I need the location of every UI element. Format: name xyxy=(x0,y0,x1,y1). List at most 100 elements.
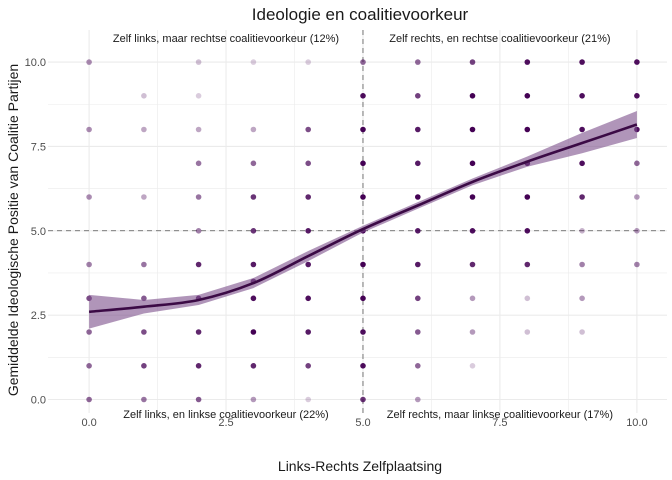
y-axis-label: Gemiddelde Ideologische Positie van Coal… xyxy=(5,64,21,396)
data-point xyxy=(250,261,257,268)
data-point xyxy=(579,329,585,335)
data-point xyxy=(415,295,421,302)
data-point xyxy=(250,194,257,200)
data-point xyxy=(415,329,421,335)
x-tick-label: 5.0 xyxy=(355,417,370,429)
data-point xyxy=(141,194,147,200)
x-tick-label: 7.5 xyxy=(492,417,507,429)
data-point xyxy=(250,329,257,335)
data-point xyxy=(195,160,202,167)
data-point xyxy=(634,194,640,200)
data-point xyxy=(195,329,202,335)
data-point xyxy=(634,93,640,99)
data-point xyxy=(195,194,202,200)
data-point xyxy=(360,126,366,133)
data-point xyxy=(360,59,366,65)
data-point xyxy=(141,329,147,335)
data-point xyxy=(415,261,421,268)
data-point xyxy=(469,160,476,167)
data-point xyxy=(305,363,312,369)
annotations: Zelf links, maar rechtse coalitievoorkeu… xyxy=(113,33,613,421)
data-point xyxy=(195,228,202,234)
data-point xyxy=(415,126,421,133)
data-point xyxy=(579,261,585,268)
y-tick-label: 7.5 xyxy=(31,141,46,153)
data-point xyxy=(634,59,640,65)
data-point xyxy=(86,396,92,403)
data-points xyxy=(86,59,640,403)
chart-title: Ideologie en coalitievoorkeur xyxy=(252,5,469,24)
x-tick-label: 2.5 xyxy=(218,417,233,429)
data-point xyxy=(524,295,531,302)
data-point xyxy=(360,93,366,99)
data-point xyxy=(305,329,312,335)
data-point xyxy=(360,194,366,200)
data-point xyxy=(305,194,312,200)
data-point xyxy=(360,329,366,335)
data-point xyxy=(415,59,421,65)
x-tick-label: 0.0 xyxy=(81,417,96,429)
data-point xyxy=(305,396,312,403)
x-tick-label: 10.0 xyxy=(626,417,647,429)
quadrant-annotation: Zelf rechts, en rechtse coalitievoorkeur… xyxy=(389,33,610,45)
data-point xyxy=(305,295,312,302)
data-point xyxy=(360,295,366,302)
data-point xyxy=(524,59,531,65)
data-point xyxy=(469,363,476,369)
data-point xyxy=(579,228,585,234)
data-point xyxy=(141,396,147,403)
data-point xyxy=(415,194,421,200)
data-point xyxy=(360,261,366,268)
data-point xyxy=(415,160,421,167)
data-point xyxy=(305,228,312,234)
data-point xyxy=(141,261,147,268)
data-point xyxy=(141,93,147,99)
data-point xyxy=(250,396,257,403)
data-point xyxy=(415,228,421,234)
data-point xyxy=(469,261,476,268)
trend-layer xyxy=(88,111,638,329)
data-point xyxy=(305,261,312,268)
data-point xyxy=(634,160,640,167)
data-point xyxy=(141,126,147,133)
data-point xyxy=(524,329,531,335)
data-point xyxy=(469,194,476,200)
quadrant-annotation: Zelf rechts, maar linkse coalitievoorkeu… xyxy=(387,409,613,421)
x-axis-label: Links-Rechts Zelfplaatsing xyxy=(278,458,442,474)
data-point xyxy=(524,228,531,234)
data-point xyxy=(86,261,92,268)
y-tick-label: 5.0 xyxy=(31,226,46,238)
data-point xyxy=(579,93,585,99)
data-point xyxy=(305,59,312,65)
data-point xyxy=(305,160,312,167)
data-point xyxy=(195,59,202,65)
data-point xyxy=(579,295,585,302)
data-point xyxy=(195,363,202,369)
data-point xyxy=(86,363,92,369)
data-point xyxy=(469,59,476,65)
data-point xyxy=(579,160,585,167)
data-point xyxy=(469,126,476,133)
data-point xyxy=(250,363,257,369)
data-point xyxy=(469,295,476,302)
data-point xyxy=(634,228,640,234)
data-point xyxy=(250,295,257,302)
quadrant-annotation: Zelf links, en linkse coalitievoorkeur (… xyxy=(123,409,328,421)
data-point xyxy=(250,59,257,65)
data-point xyxy=(86,329,92,335)
tick-labels: 0.0 2.5 5.0 7.5 10.0 0.0 2.5 5.0 7.5 10.0 xyxy=(25,57,648,429)
data-point xyxy=(524,126,531,133)
data-point xyxy=(250,228,257,234)
data-point xyxy=(469,329,476,335)
data-point xyxy=(195,93,202,99)
data-point xyxy=(415,93,421,99)
data-point xyxy=(415,363,421,369)
data-point xyxy=(195,396,202,403)
data-point xyxy=(141,363,147,369)
data-point xyxy=(579,126,585,133)
data-point xyxy=(195,261,202,268)
data-point xyxy=(415,396,421,403)
data-point xyxy=(250,160,257,167)
data-point xyxy=(141,295,147,302)
data-point xyxy=(86,59,92,65)
